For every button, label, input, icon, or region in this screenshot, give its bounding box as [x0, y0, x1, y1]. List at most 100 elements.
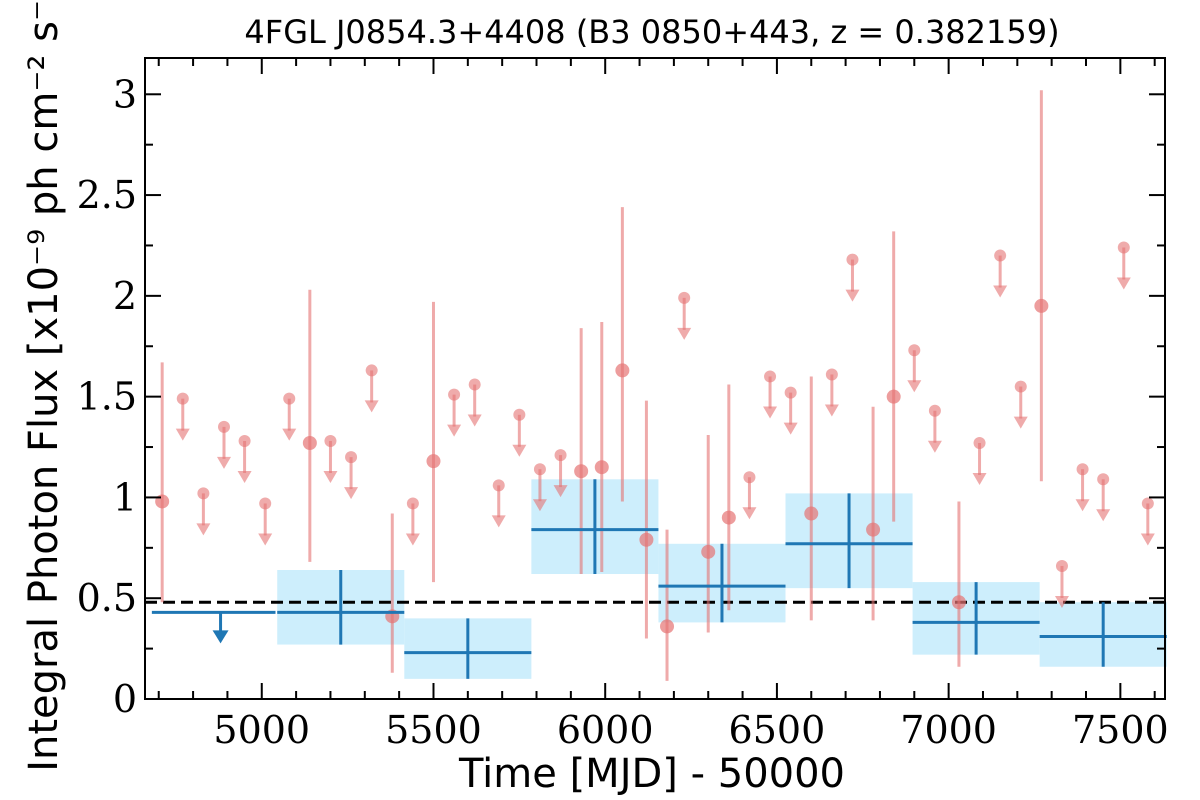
- short-bin-upper-limit-marker: [994, 249, 1007, 262]
- short-bin-point: [701, 544, 716, 559]
- plot-border: [144, 57, 1166, 700]
- y-tick-label: 3: [113, 72, 137, 116]
- short-bin-upper-limit-marker: [1097, 473, 1110, 486]
- short-bin-upper-limit-arrow: [175, 428, 190, 441]
- short-bin-upper-limit-marker: [825, 368, 838, 381]
- y-tick-label: 2: [113, 274, 137, 318]
- short-bin-upper-limit-arrow: [742, 507, 757, 520]
- y-tick-label: 2.5: [77, 173, 137, 217]
- short-bin-upper-limit-arrow: [783, 422, 798, 435]
- short-bin-upper-limit-arrow: [364, 400, 379, 413]
- short-bin-point: [574, 464, 589, 479]
- short-bin-upper-limit-marker: [345, 451, 358, 464]
- short-bin-upper-limit-arrow: [282, 428, 297, 441]
- short-bin-upper-limit-marker: [846, 253, 859, 266]
- tick-labels: 5000 5500 6000 6500 7000 7500 0 0.5 1 1.5 2 2.5 3: [77, 72, 1169, 752]
- x-tick-label: 6000: [557, 708, 654, 752]
- y-tick-label: 1: [113, 475, 137, 519]
- short-bin-upper-limit-marker: [743, 471, 756, 484]
- short-bin-upper-limit-arrow: [1075, 499, 1090, 512]
- short-bin-upper-limit-arrow: [323, 470, 338, 483]
- short-bin-upper-limit-arrow: [553, 485, 568, 498]
- short-bin-upper-limit-marker: [197, 487, 210, 500]
- short-bin-upper-limit-arrow: [196, 523, 211, 536]
- short-bin-upper-limit-arrow: [845, 289, 860, 302]
- short-bin-upper-limit-marker: [554, 449, 567, 462]
- x-tick-label: 6500: [729, 708, 826, 752]
- short-bin-upper-limit-arrow: [405, 533, 420, 546]
- short-bin-upper-limit-arrow: [677, 327, 692, 340]
- short-bin-point: [615, 363, 630, 378]
- short-bin-upper-limit-arrow: [1054, 595, 1069, 608]
- short-bin-upper-limit-marker: [283, 392, 296, 405]
- short-bin-upper-limit-arrow: [237, 470, 252, 483]
- short-bin-upper-limit-arrow: [1140, 533, 1155, 546]
- short-bin-point: [426, 454, 441, 469]
- chart-title: 4FGL J0854.3+4408 (B3 0850+443, z = 0.38…: [244, 13, 1059, 51]
- short-bin-upper-limit-marker: [513, 408, 526, 421]
- short-bin-upper-limit-marker: [1141, 497, 1154, 510]
- short-bin-upper-limit-marker: [492, 479, 505, 492]
- short-bin-point: [866, 522, 881, 537]
- x-tick-label: 7000: [900, 708, 997, 752]
- short-bin-upper-limit-marker: [1076, 463, 1089, 476]
- short-bin-upper-limit-arrow: [512, 444, 527, 457]
- x-axis-label: Time [MJD] - 50000: [458, 751, 845, 797]
- short-bin-upper-limit-arrow: [907, 380, 922, 393]
- short-bin-upper-limit-arrow: [491, 515, 506, 528]
- y-tick-label: 0: [113, 677, 137, 721]
- short-bin-point: [951, 595, 966, 610]
- short-bin-upper-limit-marker: [217, 420, 230, 433]
- x-tick-label: 5000: [213, 708, 310, 752]
- short-bin-upper-limit-marker: [1055, 559, 1068, 572]
- short-bin-upper-limit-marker: [448, 388, 461, 401]
- short-bin-upper-limit-marker: [176, 392, 189, 405]
- short-bin-upper-limit-arrow: [1013, 416, 1028, 429]
- short-bin-point: [804, 506, 819, 521]
- short-bin-upper-limit-arrow: [993, 285, 1008, 298]
- y-tick-label: 1.5: [77, 375, 137, 419]
- short-bin-upper-limit-marker: [973, 437, 986, 450]
- short-bin-upper-limit-arrow: [216, 456, 231, 469]
- short-bin-upper-limit-arrow: [532, 499, 547, 512]
- short-bin-upper-limit-marker: [259, 497, 272, 510]
- short-bin-upper-limit-marker: [928, 404, 941, 417]
- y-axis-label: Integral Photon Flux [x10⁻⁹ ph cm⁻² s⁻¹]: [21, 0, 67, 772]
- short-bin-upper-limit-arrow: [467, 414, 482, 427]
- short-bin-upper-limit-marker: [1117, 241, 1130, 254]
- short-bin-upper-limit-marker: [324, 434, 337, 447]
- short-bin-upper-limit-marker: [1014, 380, 1027, 393]
- long-bin-series: [151, 479, 1167, 679]
- short-bin-upper-limit-marker: [406, 497, 419, 510]
- short-bin-point: [639, 532, 654, 547]
- short-bin-upper-limit-arrow: [972, 473, 987, 486]
- short-bin-point: [660, 619, 675, 634]
- short-bin-upper-limit-marker: [678, 291, 691, 304]
- plot-frame: [144, 57, 1166, 700]
- short-bin-upper-limit-arrow: [447, 424, 462, 437]
- short-bin-series: [155, 90, 1155, 681]
- x-tick-label: 5500: [385, 708, 482, 752]
- short-bin-point: [1034, 298, 1049, 313]
- axis-ticks: [145, 58, 1165, 700]
- short-bin-point: [886, 389, 901, 404]
- short-bin-point: [594, 460, 609, 475]
- short-bin-upper-limit-marker: [908, 344, 921, 357]
- short-bin-upper-limit-arrow: [824, 404, 839, 417]
- x-tick-label: 7500: [1072, 708, 1169, 752]
- short-bin-upper-limit-marker: [784, 386, 797, 399]
- short-bin-upper-limit-arrow: [258, 533, 273, 546]
- short-bin-point: [721, 510, 736, 525]
- y-tick-label: 0.5: [77, 576, 137, 620]
- short-bin-upper-limit-arrow: [1096, 509, 1111, 522]
- short-bin-upper-limit-marker: [533, 463, 546, 476]
- short-bin-upper-limit-arrow: [1116, 277, 1131, 290]
- short-bin-upper-limit-marker: [365, 364, 378, 377]
- short-bin-upper-limit-arrow: [344, 487, 359, 500]
- short-bin-point: [302, 436, 317, 451]
- short-bin-upper-limit-arrow: [763, 406, 778, 419]
- short-bin-upper-limit-marker: [238, 434, 251, 447]
- short-bin-upper-limit-arrow: [927, 440, 942, 453]
- short-bin-upper-limit-marker: [468, 378, 481, 391]
